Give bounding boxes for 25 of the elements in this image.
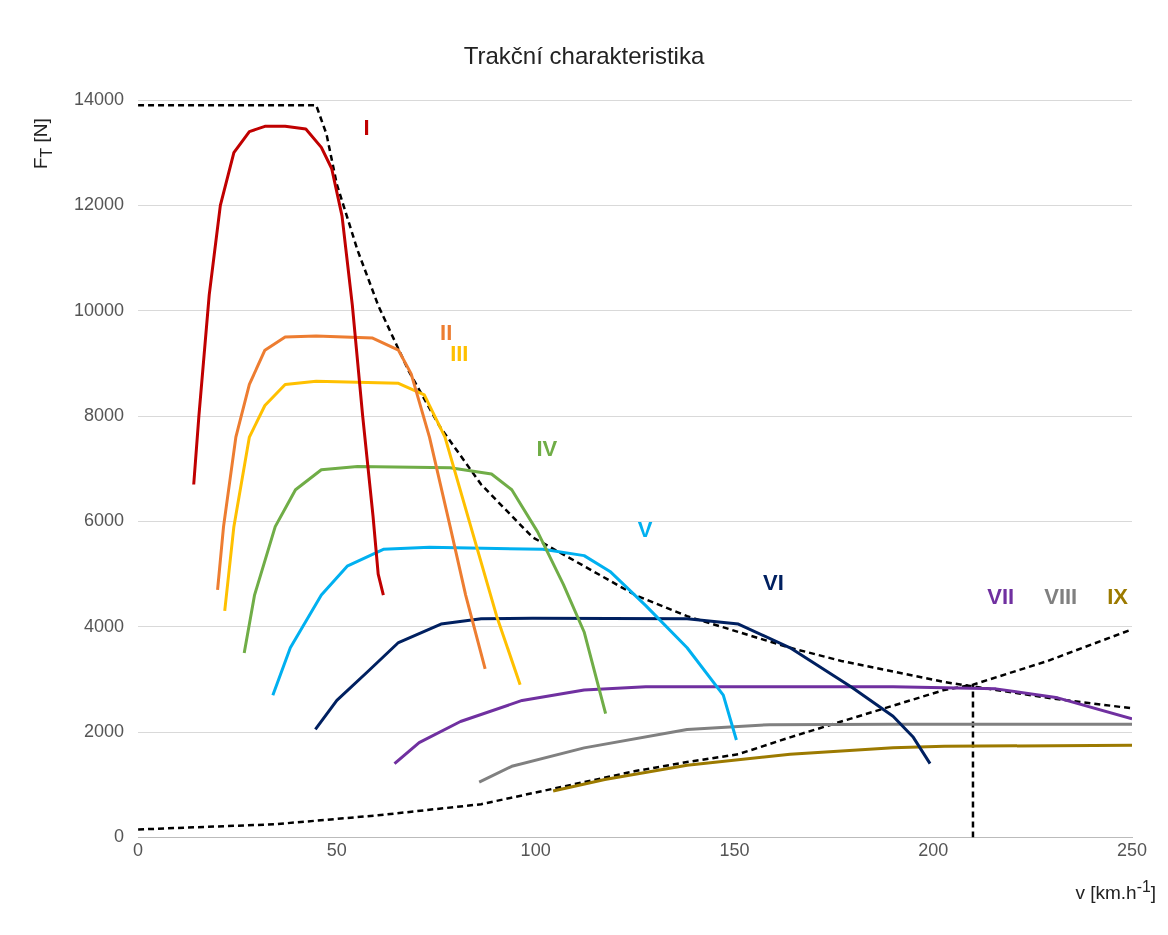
y-tick-label: 0	[114, 826, 125, 847]
series-label: I	[363, 114, 370, 140]
x-tick-label: 150	[719, 840, 750, 861]
text: VII	[987, 583, 1015, 609]
y-tick-label: 4000	[84, 615, 125, 636]
y-tick-label: 8000	[84, 405, 125, 425]
series-label: VI	[763, 570, 784, 596]
series-label: III	[450, 341, 469, 367]
text: IX	[1107, 583, 1129, 609]
text: VIII	[1044, 583, 1078, 609]
y-tick-label: 6000	[84, 510, 125, 531]
x-tick-label: 0	[133, 840, 144, 861]
x-tick-label: 100	[520, 840, 551, 861]
series-label: IV	[536, 435, 558, 461]
x-tick-label: 50	[326, 840, 347, 861]
y-tick-label: 10000	[73, 299, 125, 320]
x-tick-label: 200	[918, 840, 949, 861]
x-tick-label: 250	[1116, 840, 1148, 861]
series-label: II	[440, 319, 453, 345]
chart-title: Trakční charakteristika	[462, 42, 706, 70]
y-tick-label: 14000	[73, 88, 125, 109]
x-axis-title: v [km.h$^{-1}$]	[1075, 878, 1156, 905]
y-tick-label: 12000	[73, 194, 125, 215]
series-label: V	[637, 517, 653, 543]
y-tick-label: 2000	[84, 721, 125, 742]
